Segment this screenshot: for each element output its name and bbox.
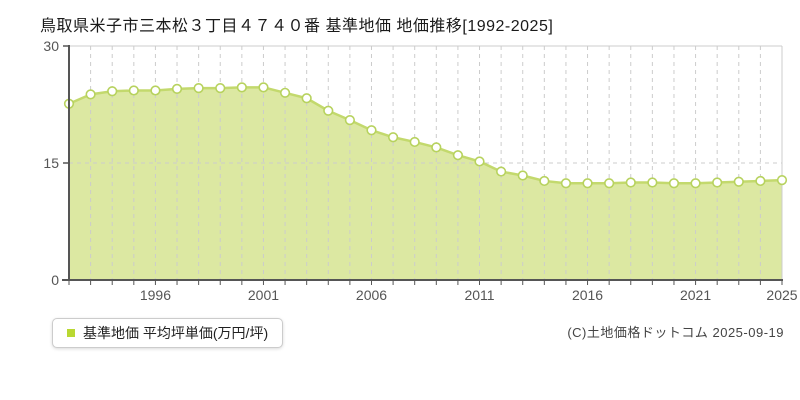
data-point-1999 xyxy=(215,83,226,94)
data-point-2016 xyxy=(582,178,593,189)
data-point-2014 xyxy=(539,175,550,187)
data-point-1995 xyxy=(128,85,139,96)
data-point-2004 xyxy=(323,105,334,116)
data-point-2000 xyxy=(236,82,247,93)
data-point-2015 xyxy=(560,178,572,189)
data-point-2007 xyxy=(387,132,399,143)
data-point-1996 xyxy=(150,85,161,96)
data-point-2002 xyxy=(279,87,291,98)
data-point-2011 xyxy=(474,156,485,167)
y-tick-label-30: 30 xyxy=(43,38,59,54)
y-tick-label-15: 15 xyxy=(43,155,59,171)
x-tick-label-2006: 2006 xyxy=(356,287,387,303)
x-tick-label-2011: 2011 xyxy=(464,287,494,303)
data-point-1993 xyxy=(85,89,96,100)
data-point-2023 xyxy=(733,176,744,187)
x-tick-label-2001: 2001 xyxy=(248,287,279,303)
data-point-2009 xyxy=(431,142,442,153)
footer-credit: (C)土地価格ドットコム 2025-09-19 xyxy=(567,325,784,340)
data-point-1994 xyxy=(107,86,118,97)
data-point-2021 xyxy=(690,178,701,189)
data-point-2003 xyxy=(301,93,312,104)
data-point-2001 xyxy=(258,82,269,93)
chart-title: 鳥取県米子市三本松３丁目４７４０番 基準地価 地価推移[1992-2025] xyxy=(40,18,554,35)
legend-label: 基準地価 平均坪単価(万円/坪) xyxy=(83,325,269,341)
x-tick-label-1996: 1996 xyxy=(140,287,171,303)
data-point-2013 xyxy=(517,170,528,181)
area-fill xyxy=(69,87,782,280)
data-point-2024 xyxy=(755,175,766,187)
data-point-1997 xyxy=(171,83,183,94)
data-point-2006 xyxy=(366,125,377,136)
data-point-2010 xyxy=(452,150,464,161)
x-tick-label-2025: 2025 xyxy=(766,287,797,303)
data-point-2008 xyxy=(409,136,420,148)
data-point-2022 xyxy=(712,177,723,188)
data-point-2020 xyxy=(668,178,680,189)
x-tick-label-2016: 2016 xyxy=(572,287,603,303)
data-point-2018 xyxy=(625,177,636,188)
data-point-2012 xyxy=(496,166,507,177)
data-point-1998 xyxy=(193,83,204,94)
y-tick-label-0: 0 xyxy=(51,272,59,288)
data-point-2005 xyxy=(344,114,355,126)
data-point-2025 xyxy=(776,175,788,186)
data-point-2019 xyxy=(647,177,658,188)
price-line xyxy=(68,86,783,185)
legend-marker-square xyxy=(67,329,75,337)
data-point-2017 xyxy=(604,178,615,189)
x-tick-label-2021: 2021 xyxy=(680,287,711,303)
legend: 基準地価 平均坪単価(万円/坪) xyxy=(52,318,284,348)
